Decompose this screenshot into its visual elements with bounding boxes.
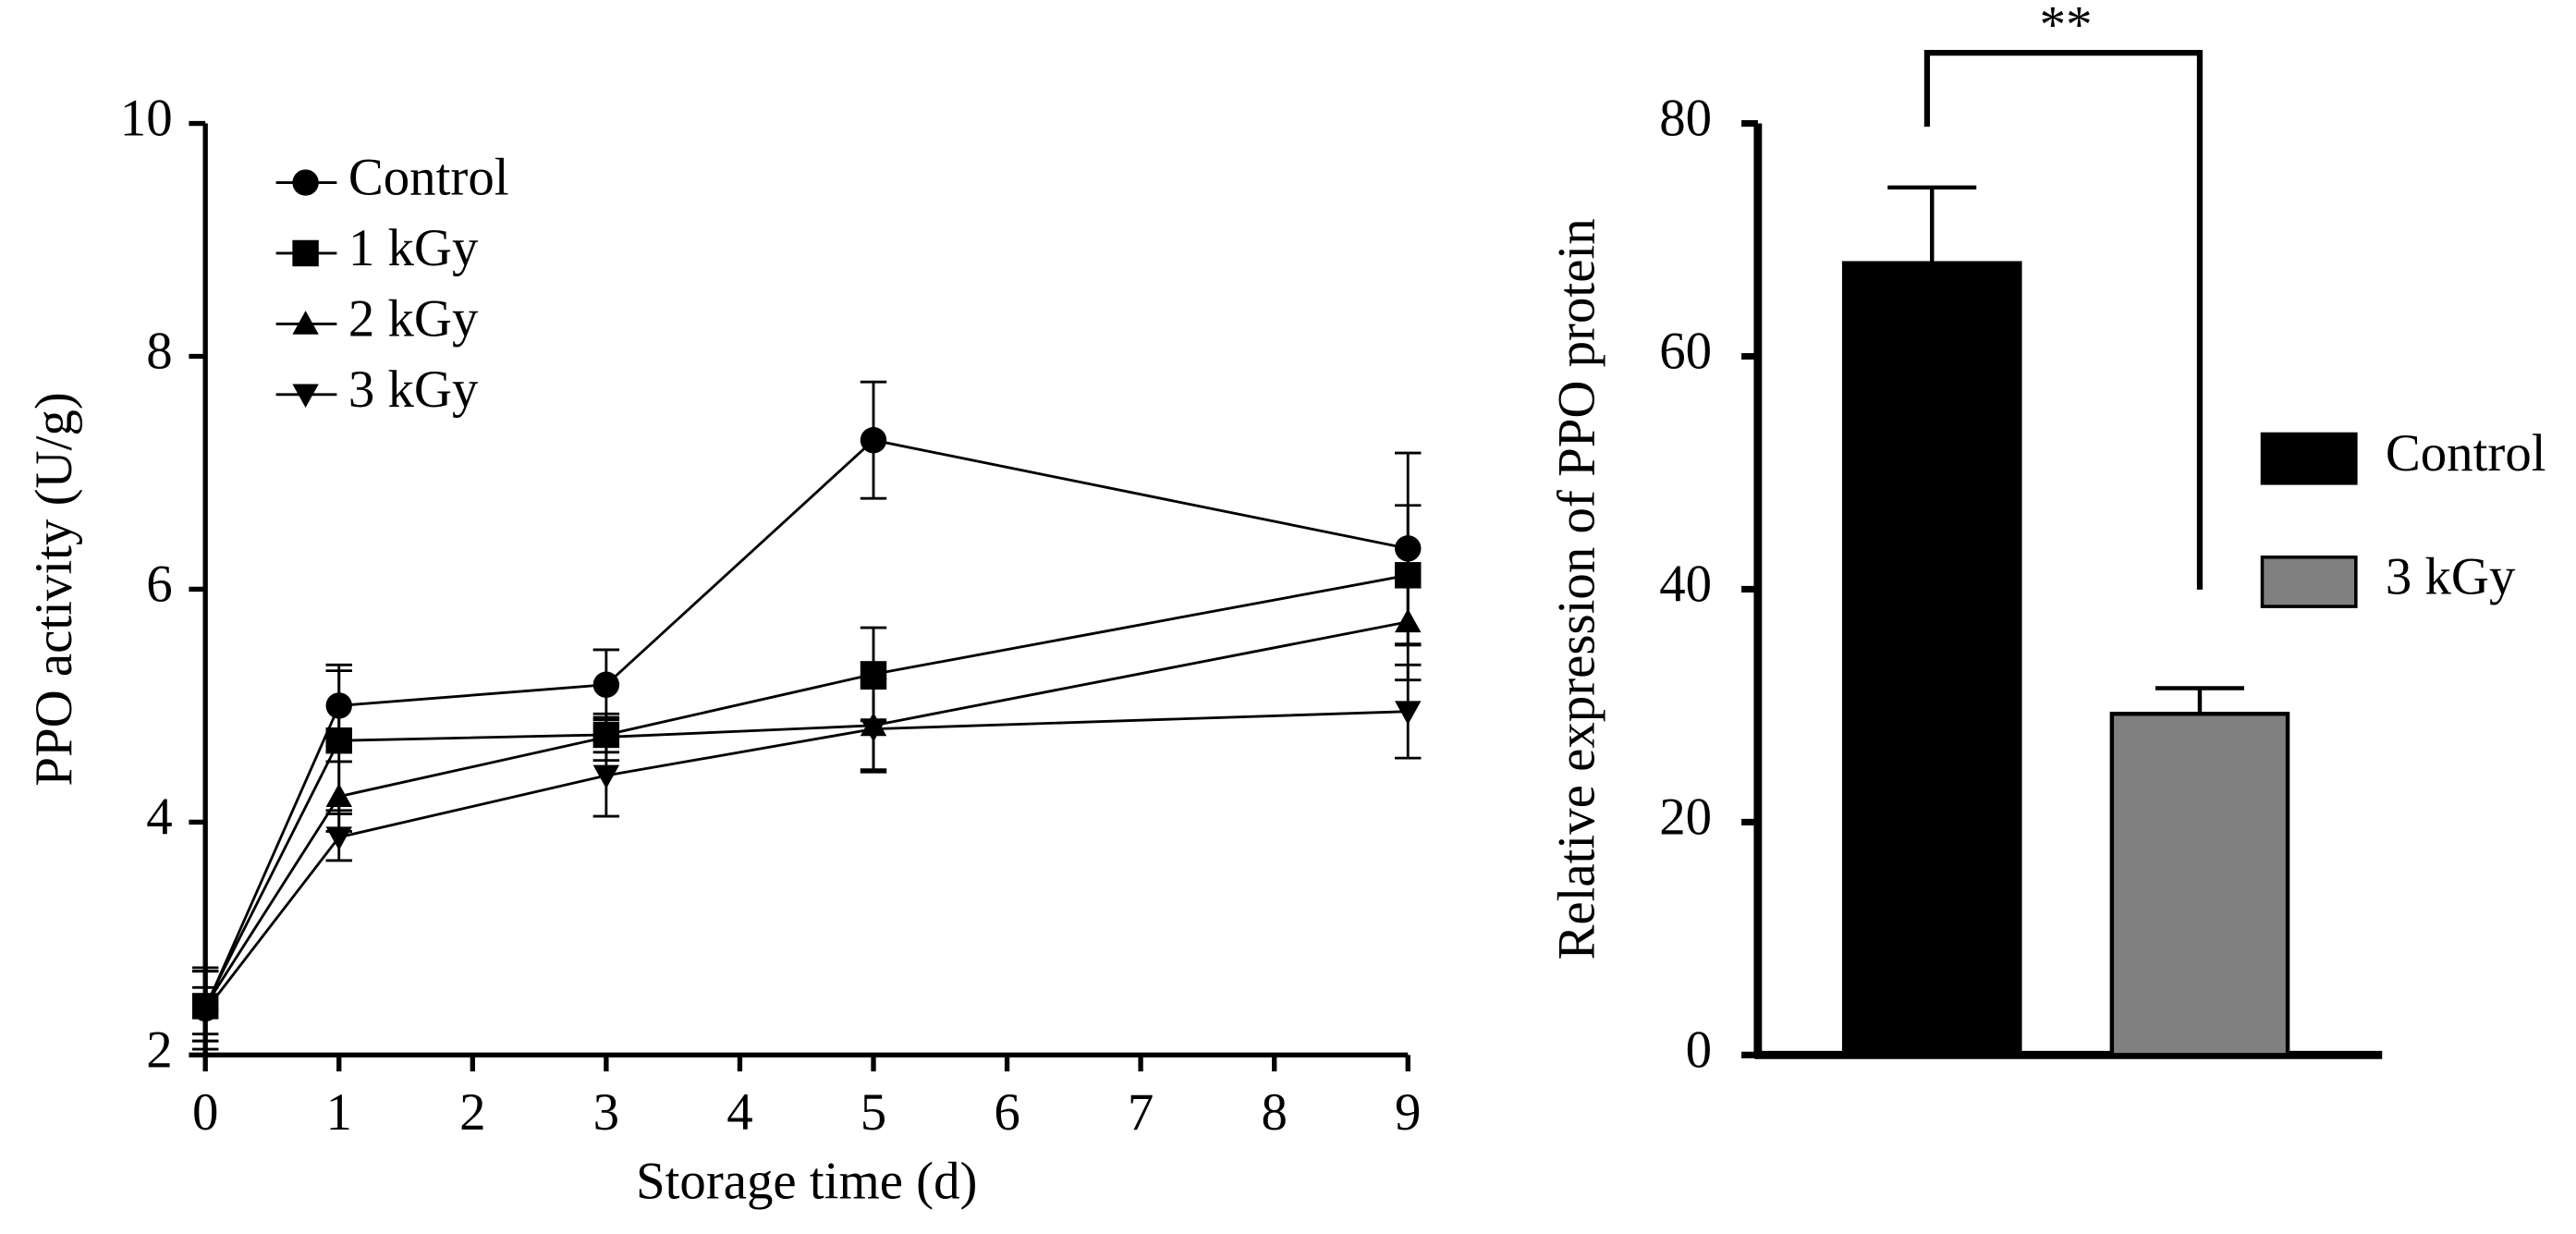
y-axis-label: Relative expression of PPO protein [1548,218,1606,959]
y-tick-label: 6 [146,555,172,613]
marker [292,239,319,267]
x-tick-label: 4 [726,1083,752,1142]
y-tick-label: 20 [1659,788,1712,846]
series-line [203,573,1409,1008]
marker [325,783,352,808]
marker [292,311,319,335]
legend-label: 1 kGy [348,219,479,277]
y-tick-label: 40 [1659,555,1712,613]
marker [592,671,620,698]
significance-bracket [1923,50,2204,590]
bar [1841,261,2022,1057]
y-tick-label: 80 [1659,90,1712,148]
x-tick-label: 0 [192,1083,218,1142]
series-line [203,620,1409,1008]
marker [860,718,887,742]
marker [325,826,352,850]
x-tick-label: 3 [593,1083,619,1142]
series-line [203,438,1409,1009]
y-tick-label: 10 [120,90,173,148]
x-tick-label: 2 [459,1083,485,1142]
legend-label: 3 kGy [2386,547,2516,605]
marker [860,426,887,454]
series-line [204,710,1409,1012]
legend-label: 2 kGy [348,289,479,348]
x-axis-label: Storage time (d) [636,1153,977,1211]
marker [191,1000,219,1024]
y-tick-label: 4 [146,788,172,846]
x-tick-label: 9 [1395,1083,1421,1142]
legend-swatch [2260,432,2358,485]
marker [325,727,352,754]
x-tick-label: 5 [861,1083,886,1142]
marker [292,169,319,196]
x-tick-label: 7 [1128,1083,1154,1142]
y-axis-label: PPO activity (U/g) [25,392,83,786]
marker [1395,701,1422,725]
x-tick-label: 1 [326,1083,352,1142]
y-tick-label: 0 [1686,1020,1712,1079]
annotation: ** [2040,0,2093,54]
marker [1395,608,1422,633]
y-tick-label: 2 [146,1020,172,1079]
error-bar [2155,686,2244,715]
y-tick-label: 60 [1659,323,1712,381]
error-bar [1887,185,1977,263]
legend-swatch [2260,556,2358,608]
legend-label: Control [348,149,509,207]
x-tick-label: 6 [994,1083,1019,1142]
marker [592,764,620,789]
legend-label: 3 kGy [348,360,479,419]
marker [292,384,319,409]
x-tick-label: 8 [1261,1083,1287,1142]
bar [2109,712,2290,1057]
legend-label: Control [2386,424,2546,483]
y-tick-label: 8 [146,323,172,381]
